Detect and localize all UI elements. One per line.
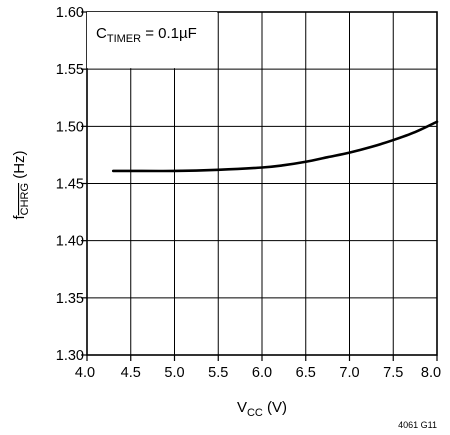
y-axis-label: fCHRG (Hz) [11,150,31,219]
x-tick-label-1: 4.5 [121,365,141,381]
y-tick-label-3: 1.45 [56,177,84,193]
x-tick-label-8: 8.0 [421,365,441,381]
y-tick-label-1: 1.35 [56,291,84,307]
y-tick-label-2: 1.40 [56,234,84,250]
x-tick-label-7: 7.5 [383,365,403,381]
x-tick-label-0: 4.0 [75,365,95,381]
x-tick-label-2: 5.0 [164,365,184,381]
y-tick-label-5: 1.55 [56,62,84,78]
annotation-box [87,12,218,69]
tick-marks [81,11,438,361]
y-tick-label-6: 1.60 [56,5,84,21]
figure-id: 4061 G11 [398,420,437,430]
grid [87,12,437,355]
y-tick-label-4: 1.50 [56,119,84,135]
annotation-text: CTIMER = 0.1µF [96,25,197,45]
x-tick-label-6: 7.0 [339,365,359,381]
x-tick-label-5: 6.5 [296,365,316,381]
x-axis-label: VCC (V) [237,399,287,419]
x-tick-label-4: 6.0 [252,365,272,381]
series-line-0 [111,120,439,173]
y-tick-labels: 1.30 1.35 1.40 1.45 1.50 1.55 1.60 [56,5,84,364]
series-group [111,120,439,173]
x-tick-label-3: 5.5 [208,365,228,381]
x-tick-labels: 4.0 4.5 5.0 5.5 6.0 6.5 7.0 7.5 8.0 [75,365,441,381]
y-tick-label-0: 1.30 [56,348,84,364]
